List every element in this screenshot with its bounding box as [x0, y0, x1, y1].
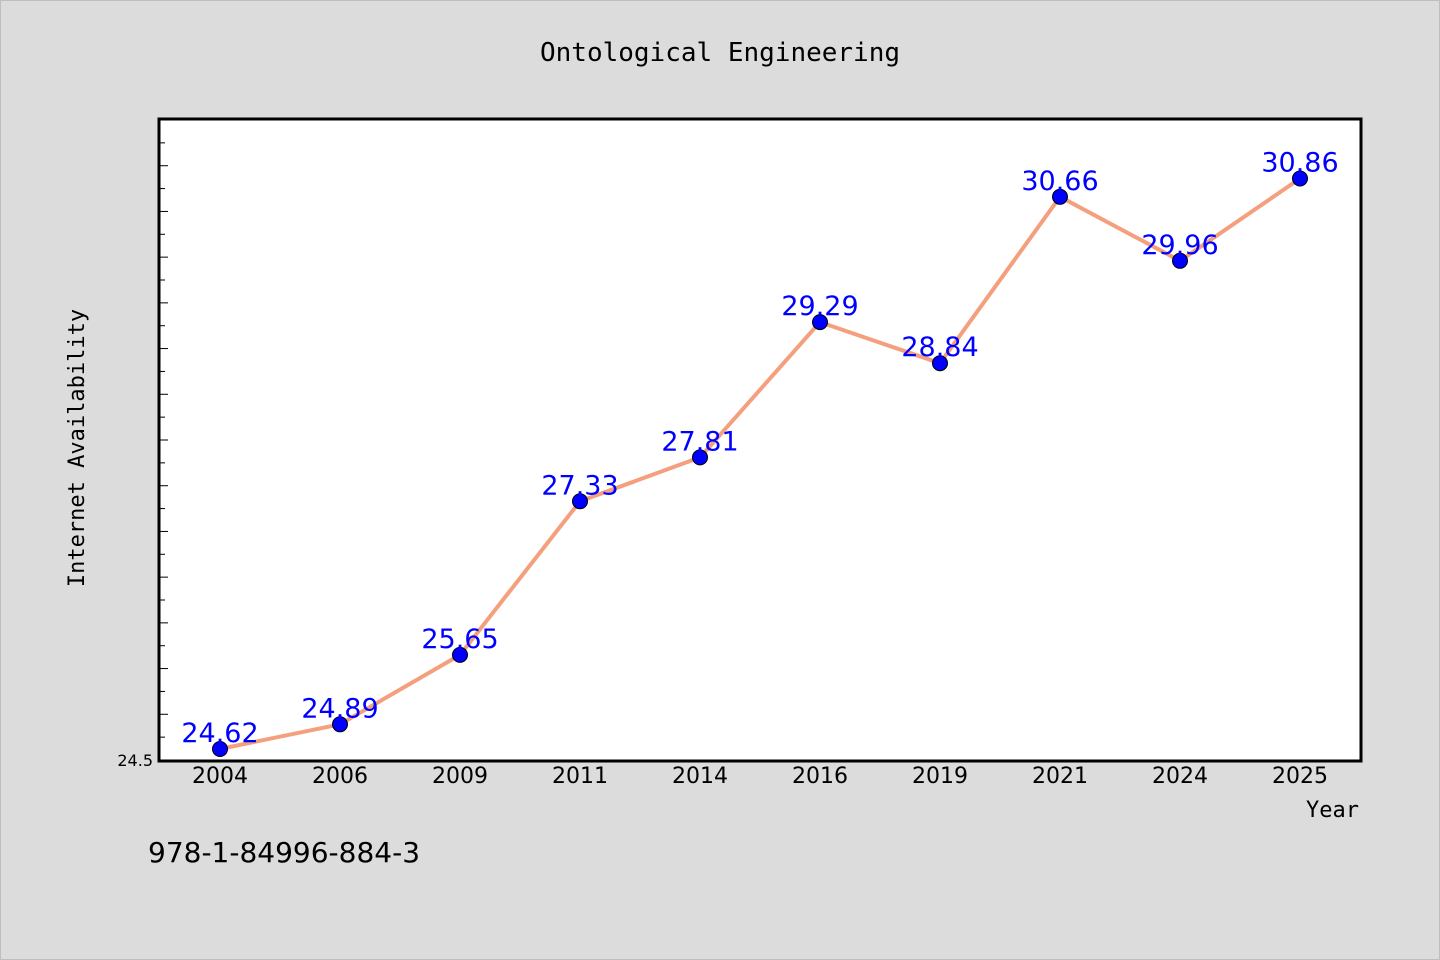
x-tick-label: 2004: [192, 764, 248, 789]
plot-area: [157, 117, 1363, 763]
y-tick-label: 24.5: [117, 751, 153, 770]
x-tick-label: 2016: [792, 764, 848, 789]
data-point: [452, 646, 468, 663]
data-point: [692, 449, 708, 466]
data-label: 27.81: [661, 426, 738, 457]
data-label: 24.62: [181, 718, 258, 749]
data-point: [212, 741, 228, 757]
y-axis-ticks: [160, 142, 168, 738]
data-point: [1292, 170, 1308, 187]
x-tick-label: 2009: [432, 764, 488, 789]
data-label: 24.89: [301, 693, 378, 724]
data-point: [332, 716, 348, 733]
data-point: [932, 355, 948, 372]
x-tick-label: 2025: [1272, 764, 1328, 789]
chart-title: Ontological Engineering: [540, 38, 900, 68]
data-label: 30.66: [1021, 166, 1098, 197]
x-axis-label: Year: [1306, 798, 1359, 823]
x-tick-label: 2011: [552, 764, 608, 789]
data-label: 25.65: [421, 624, 498, 655]
x-tick-label: 2021: [1032, 764, 1088, 789]
x-tick-label: 2006: [312, 764, 368, 789]
isbn-text: 978-1-84996-884-3: [148, 836, 420, 869]
x-tick-label: 2019: [912, 764, 968, 789]
data-series: [212, 170, 1308, 757]
data-point: [812, 314, 828, 331]
x-tick-label: 2014: [672, 764, 728, 789]
data-label: 29.29: [781, 291, 858, 322]
data-point: [572, 493, 588, 510]
x-axis-tick-labels: 2004 2006 2009 2011 2014 2016 2019 2021 2024 2025: [192, 764, 1328, 789]
data-label: 29.96: [1141, 230, 1218, 261]
data-label: 28.84: [901, 332, 978, 363]
data-labels: 24.62 24.89 25.65 27.33 27.81 29.29 28.84 30.66…: [181, 148, 1338, 750]
series-line: [219, 176, 1302, 751]
data-point: [1172, 252, 1188, 269]
data-label: 27.33: [541, 470, 618, 501]
x-tick-label: 2024: [1152, 764, 1208, 789]
data-label: 30.86: [1261, 148, 1338, 179]
data-point: [1052, 188, 1068, 205]
y-axis-label: Internet Availability: [65, 309, 90, 587]
